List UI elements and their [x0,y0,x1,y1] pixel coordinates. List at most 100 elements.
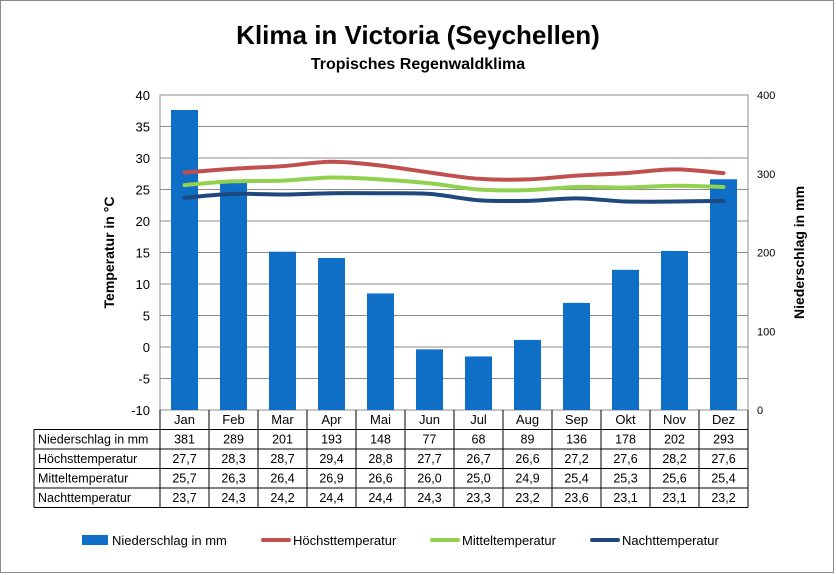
bar-niederschlag [563,302,590,410]
left-tick-label: 0 [143,340,150,355]
bar-niederschlag [269,251,296,410]
table-cell-value: 29,4 [319,452,343,466]
legend-label-niederschlag-in-mm: Niederschlag in mm [112,533,227,548]
category-label: Nov [663,412,687,427]
table-cell-value: 25,4 [711,472,735,486]
left-tick-label: 15 [136,246,150,261]
table-cell-value: 68 [472,433,486,447]
category-label: Mar [271,412,294,427]
bar-niederschlag [465,356,492,410]
right-tick-label: 400 [757,90,775,102]
table-cell-value: 25,3 [613,472,637,486]
table-cell-value: 28,3 [221,452,245,466]
bar-niederschlag [710,179,737,410]
legend-swatch-niederschlag-in-mm [82,535,108,545]
table-cell-value: 293 [713,433,734,447]
table-cell-value: 193 [321,433,342,447]
left-tick-label: 20 [136,214,150,229]
table-cell-value: 77 [423,433,437,447]
table-row-label: Nachttemperatur [38,491,131,505]
bar-niederschlag [367,293,394,410]
table-cell-value: 28,2 [662,452,686,466]
right-tick-label: 200 [757,248,775,260]
table-cell-value: 28,7 [270,452,294,466]
line-nachttemperatur [182,191,726,204]
table-cell-value: 27,6 [711,452,735,466]
category-label: Okt [615,412,636,427]
table-cell-value: 26,4 [270,472,294,486]
category-label: Jun [419,412,440,427]
table-cell-value: 89 [521,433,535,447]
left-tick-label: -5 [138,372,150,387]
table-cell-value: 148 [370,433,391,447]
left-tick-label: 35 [136,120,150,135]
table-cell-value: 26,6 [368,472,392,486]
table-cell-value: 23,6 [564,491,588,505]
table-cell-value: 26,6 [515,452,539,466]
bar-niederschlag [318,258,345,410]
table-row-label: Niederschlag in mm [38,433,148,447]
table-cell-value: 27,7 [417,452,441,466]
category-label: Sep [565,412,588,427]
bar-niederschlag [514,339,541,410]
right-tick-label: 0 [757,405,763,417]
bar-niederschlag [171,109,198,411]
left-tick-label: -10 [131,403,150,418]
line-mitteltemperatur [182,175,726,193]
table-cell-value: 25,7 [172,472,196,486]
category-label: Jul [470,412,487,427]
category-label: Aug [516,412,539,427]
table-cell-value: 289 [223,433,244,447]
left-axis-title: Temperatur in °C [101,197,117,309]
table-cell-value: 28,8 [368,452,392,466]
left-tick-label: 40 [136,88,150,103]
table-cell-value: 23,2 [711,491,735,505]
table-cell-value: 24,9 [515,472,539,486]
table-cell-value: 25,4 [564,472,588,486]
bar-niederschlag [661,250,688,410]
table-cell-value: 23,3 [466,491,490,505]
table-cell-value: 25,0 [466,472,490,486]
category-label: Feb [222,412,244,427]
bar-niederschlag [416,349,443,410]
line-h-chsttemperatur [182,159,726,182]
table-cell-value: 24,3 [221,491,245,505]
table-cell-value: 202 [664,433,685,447]
table-cell-value: 24,4 [368,491,392,505]
chart-subtitle: Tropisches Regenwaldklima [310,56,526,73]
category-label: Apr [321,412,342,427]
category-label: Mai [370,412,391,427]
right-tick-label: 300 [757,169,775,181]
table-cell-value: 27,6 [613,452,637,466]
right-tick-label: 100 [757,326,775,338]
category-label: Dez [712,412,735,427]
table-cell-value: 26,9 [319,472,343,486]
table-row-label: Höchsttemperatur [38,452,137,466]
table-cell-value: 25,6 [662,472,686,486]
table-cell-value: 23,1 [613,491,637,505]
table-cell-value: 178 [615,433,636,447]
legend-label-mitteltemperatur: Mitteltemperatur [462,533,557,548]
left-tick-label: 30 [136,151,150,166]
left-tick-label: 25 [136,183,150,198]
bar-niederschlag [220,182,247,410]
table-cell-value: 23,2 [515,491,539,505]
table-cell-value: 27,2 [564,452,588,466]
table-cell-value: 23,1 [662,491,686,505]
chart-title: Klima in Victoria (Seychellen) [236,20,600,50]
table-row-label: Mitteltemperatur [38,472,128,486]
table-cell-value: 26,3 [221,472,245,486]
table-cell-value: 23,7 [172,491,196,505]
left-tick-label: 5 [143,309,150,324]
table-cell-value: 26,0 [417,472,441,486]
right-axis-title: Niederschlag in mm [791,186,807,319]
table-cell-value: 24,4 [319,491,343,505]
table-cell-value: 201 [272,433,293,447]
table-cell-value: 24,3 [417,491,441,505]
table-cell-value: 381 [174,433,195,447]
legend-label-h-chsttemperatur: Höchsttemperatur [293,533,397,548]
legend-label-nachttemperatur: Nachttemperatur [622,533,719,548]
bar-niederschlag [612,269,639,410]
